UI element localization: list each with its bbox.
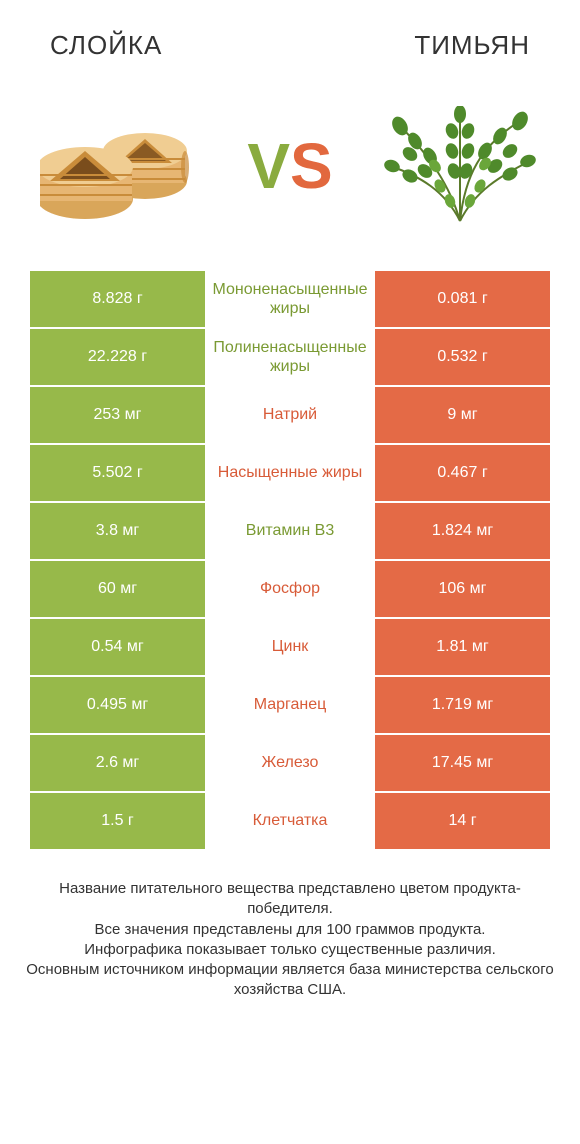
value-left: 22.228 г [30, 329, 205, 385]
comparison-table: 8.828 гМононенасыщенные жиры0.081 г22.22… [30, 271, 550, 849]
vs-letter-v: V [247, 134, 290, 198]
nutrient-name: Витамин B3 [205, 503, 375, 559]
table-row: 0.54 мгЦинк1.81 мг [30, 619, 550, 675]
thyme-icon [370, 96, 550, 236]
table-row: 0.495 мгМарганец1.719 мг [30, 677, 550, 733]
pastry-icon [30, 96, 210, 236]
value-left: 0.54 мг [30, 619, 205, 675]
footer-line: Основным источником информации является … [20, 960, 560, 1001]
table-row: 60 мгФосфор106 мг [30, 561, 550, 617]
vs-letter-s: S [290, 134, 333, 198]
value-right: 1.719 мг [375, 677, 550, 733]
product-right-title: ТИМЬЯН [414, 30, 530, 61]
value-right: 9 мг [375, 387, 550, 443]
value-right: 1.81 мг [375, 619, 550, 675]
value-right: 0.467 г [375, 445, 550, 501]
value-right: 17.45 мг [375, 735, 550, 791]
product-left-title: СЛОЙКА [50, 30, 162, 61]
header: СЛОЙКА ТИМЬЯН [0, 0, 580, 71]
value-left: 60 мг [30, 561, 205, 617]
nutrient-name: Цинк [205, 619, 375, 675]
value-left: 5.502 г [30, 445, 205, 501]
value-left: 8.828 г [30, 271, 205, 327]
value-right: 0.532 г [375, 329, 550, 385]
value-left: 253 мг [30, 387, 205, 443]
nutrient-name: Натрий [205, 387, 375, 443]
table-row: 22.228 гПолиненасыщенные жиры0.532 г [30, 329, 550, 385]
nutrient-name: Мононенасыщенные жиры [205, 271, 375, 327]
table-row: 3.8 мгВитамин B31.824 мг [30, 503, 550, 559]
table-row: 8.828 гМононенасыщенные жиры0.081 г [30, 271, 550, 327]
value-left: 1.5 г [30, 793, 205, 849]
footer-notes: Название питательного вещества представл… [20, 879, 560, 1001]
value-right: 1.824 мг [375, 503, 550, 559]
footer-line: Название питательного вещества представл… [20, 879, 560, 920]
value-right: 14 г [375, 793, 550, 849]
table-row: 1.5 гКлетчатка14 г [30, 793, 550, 849]
nutrient-name: Марганец [205, 677, 375, 733]
nutrient-name: Полиненасыщенные жиры [205, 329, 375, 385]
nutrient-name: Клетчатка [205, 793, 375, 849]
table-row: 2.6 мгЖелезо17.45 мг [30, 735, 550, 791]
vs-icon: VS [247, 134, 332, 198]
value-right: 106 мг [375, 561, 550, 617]
value-left: 3.8 мг [30, 503, 205, 559]
footer-line: Инфографика показывает только существенн… [20, 940, 560, 960]
table-row: 5.502 гНасыщенные жиры0.467 г [30, 445, 550, 501]
nutrient-name: Насыщенные жиры [205, 445, 375, 501]
value-right: 0.081 г [375, 271, 550, 327]
value-left: 0.495 мг [30, 677, 205, 733]
nutrient-name: Железо [205, 735, 375, 791]
value-left: 2.6 мг [30, 735, 205, 791]
footer-line: Все значения представлены для 100 граммо… [20, 920, 560, 940]
nutrient-name: Фосфор [205, 561, 375, 617]
table-row: 253 мгНатрий9 мг [30, 387, 550, 443]
hero-row: VS [0, 71, 580, 271]
